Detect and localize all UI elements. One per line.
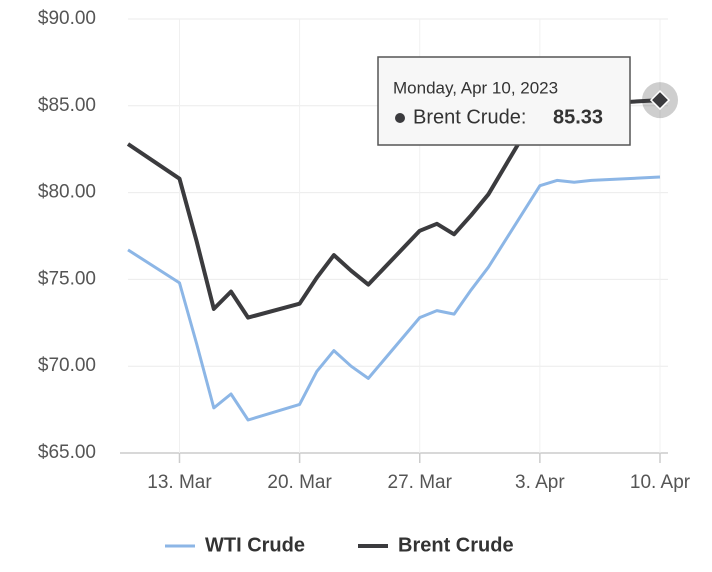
- tooltip-bullet: [395, 113, 405, 123]
- x-tick-label: 20. Mar: [267, 472, 332, 493]
- y-tick-label: $80.00: [38, 182, 96, 203]
- y-tick-label: $70.00: [38, 355, 96, 376]
- legend-label: WTI Crude: [205, 534, 305, 556]
- legend-item[interactable]: WTI Crude: [165, 534, 305, 556]
- line-series: [127, 175, 661, 422]
- y-tick-label: $65.00: [38, 442, 96, 463]
- tooltip: Monday, Apr 10, 2023 Brent Crude: 85.33: [377, 56, 631, 146]
- x-tick-label: 13. Mar: [147, 472, 212, 493]
- x-tick-label: 27. Mar: [388, 472, 453, 493]
- y-tick-label: $90.00: [38, 8, 96, 29]
- legend-item[interactable]: Brent Crude: [358, 534, 514, 556]
- hover-marker: [649, 90, 671, 111]
- tooltip-label: Brent Crude:: [413, 106, 526, 128]
- y-tick-label: $75.00: [38, 268, 96, 289]
- x-tick-label: 10. Apr: [630, 472, 691, 493]
- tooltip-value: 85.33: [553, 106, 603, 128]
- x-tick-label: 3. Apr: [515, 472, 565, 493]
- tooltip-box: [377, 56, 631, 146]
- legend[interactable]: WTI Crude Brent Crude: [165, 534, 514, 556]
- legend-label: Brent Crude: [398, 534, 514, 556]
- tooltip-date: Monday, Apr 10, 2023: [393, 78, 558, 97]
- y-tick-label: $85.00: [38, 95, 96, 116]
